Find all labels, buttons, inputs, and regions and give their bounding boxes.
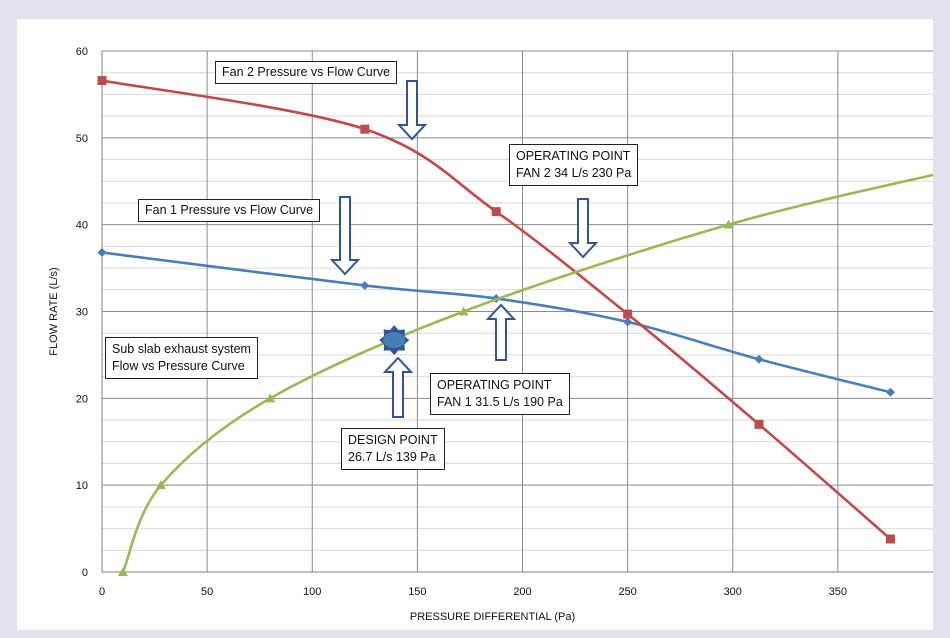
fan1-curve-arrow [329,196,361,276]
flow-pressure-chart: 01020304050600501001502002503003504FLOW … [48,46,933,623]
operating-point-fan1-arrow [485,303,517,361]
system-curve-label-line1: Sub slab exhaust system [112,342,251,356]
chart-card: 01020304050600501001502002503003504FLOW … [17,19,933,630]
y-tick-label: 10 [76,480,88,492]
data-point-fan1 [97,247,107,257]
operating-point-fan1-label: OPERATING POINT FAN 1 31.5 L/s 190 Pa [430,373,570,415]
y-tick-label: 60 [76,46,88,58]
operating-point-fan1-line1: OPERATING POINT [437,378,552,392]
data-point-fan1 [885,387,895,397]
data-point-fan2 [623,309,633,319]
fan2-curve-arrow [396,80,428,141]
y-tick-label: 20 [76,393,88,405]
data-point-fan1 [623,317,633,327]
data-point-fan1 [754,354,764,364]
series-line-fan2 [101,79,892,540]
operating-point-fan2-arrow [567,198,599,259]
y-tick-label: 50 [76,133,88,145]
x-tick-label: 50 [201,586,213,598]
fan1-curve-label-text: Fan 1 Pressure vs Flow Curve [145,203,314,217]
y-tick-label: 0 [82,567,88,579]
y-tick-label: 40 [76,220,88,232]
fan1-curve-label: Fan 1 Pressure vs Flow Curve [138,199,321,222]
data-point-fan2 [360,124,370,134]
operating-point-fan2-line1: OPERATING POINT [516,149,631,163]
x-tick-label: 300 [724,586,742,598]
design-point-label: DESIGN POINT 26.7 L/s 139 Pa [341,428,445,470]
x-tick-label: 250 [618,586,636,598]
system-curve-label: Sub slab exhaust system Flow vs Pressure… [105,337,258,379]
data-point-system [723,219,734,229]
x-axis-title: PRESSURE DIFFERENTIAL (Pa) [410,611,575,623]
data-point-system [458,306,469,316]
x-tick-label: 350 [829,586,847,598]
data-point-fan2 [885,534,895,544]
operating-point-fan2-label: OPERATING POINT FAN 2 34 L/s 230 Pa [509,144,639,186]
data-point-fan1 [360,280,370,290]
y-tick-label: 30 [76,307,88,319]
design-point-line1: DESIGN POINT [348,433,438,447]
x-tick-label: 0 [99,586,105,598]
design-point-arrow [382,356,414,418]
x-tick-label: 200 [513,586,531,598]
data-point-fan2 [97,76,107,86]
fan2-curve-label-text: Fan 2 Pressure vs Flow Curve [222,65,391,79]
design-point-marker [383,332,406,349]
operating-point-fan1-line2: FAN 1 31.5 L/s 190 Pa [437,395,563,409]
data-point-fan2 [754,419,764,429]
data-point-fan2 [491,207,501,217]
design-point-line2: 26.7 L/s 139 Pa [348,450,436,464]
data-point-system [265,393,276,403]
data-point-system [155,480,166,490]
system-curve-label-line2: Flow vs Pressure Curve [112,359,245,373]
x-tick-label: 100 [303,586,321,598]
operating-point-fan2-line2: FAN 2 34 L/s 230 Pa [516,166,632,180]
fan2-curve-label: Fan 2 Pressure vs Flow Curve [215,61,398,84]
y-axis-title: FLOW RATE (L/s) [48,267,60,355]
data-point-system [118,567,129,576]
x-tick-label: 150 [408,586,426,598]
series-line-fan1 [101,251,891,394]
